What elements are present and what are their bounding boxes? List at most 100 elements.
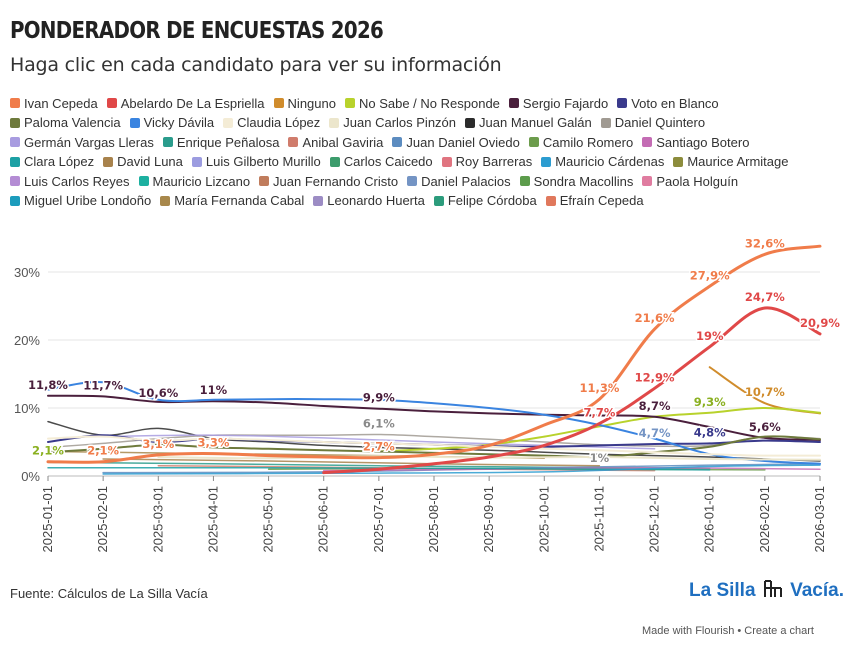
legend-label: Claudia López (237, 115, 321, 130)
legend-item[interactable]: Efraín Cepeda (545, 191, 644, 210)
x-tick-label: 2025-08-01 (426, 486, 441, 553)
legend-item[interactable]: Daniel Palacios (407, 172, 511, 191)
legend-item[interactable]: No Sabe / No Responde (344, 94, 500, 113)
legend-item[interactable]: Luis Carlos Reyes (10, 172, 130, 191)
legend-swatch (10, 137, 20, 147)
legend-swatch (441, 156, 452, 167)
legend-item[interactable]: Santiago Botero (642, 133, 749, 152)
chart-subtitle: Haga clic en cada candidato para ver su … (10, 54, 502, 76)
legend-item[interactable]: Vicky Dávila (129, 113, 214, 132)
data-label: 21,6% (635, 311, 675, 325)
legend-label: Clara López (24, 154, 95, 169)
legend-swatch (329, 156, 340, 167)
legend-item[interactable]: Juan Manuel Galán (465, 113, 592, 132)
x-tick-label: 2025-02-01 (95, 486, 110, 553)
series-line (377, 407, 821, 453)
data-label: 1% (590, 451, 610, 465)
legend: Ivan Cepeda Abelardo De La Espriella Ningu… (10, 93, 840, 210)
legend-item[interactable]: Germán Vargas Lleras (10, 133, 154, 152)
la-silla-vacia-logo[interactable]: La Silla Vacía. (689, 579, 844, 602)
x-tick-label: 2025-10-01 (536, 486, 551, 553)
legend-item[interactable]: Maurice Armitage (673, 152, 788, 171)
legend-swatch (10, 176, 20, 186)
legend-item[interactable]: David Luna (103, 152, 183, 171)
data-label: 9,3% (694, 395, 726, 409)
legend-item[interactable]: Sondra Macollins (519, 172, 633, 191)
legend-label: Miguel Uribe Londoño (24, 193, 152, 208)
legend-swatch (191, 156, 202, 167)
legend-label: Voto en Blanco (631, 95, 719, 111)
legend-swatch (642, 137, 653, 147)
legend-label: María Fernanda Cabal (174, 193, 305, 208)
legend-item[interactable]: Camilo Romero (528, 133, 633, 152)
legend-item[interactable]: Juan Carlos Pinzón (329, 113, 456, 132)
legend-item[interactable]: Paloma Valencia (10, 113, 121, 132)
x-tick-label: 2025-12-01 (647, 486, 662, 553)
legend-label: Efraín Cepeda (559, 193, 644, 208)
legend-item[interactable]: Ivan Cepeda (10, 94, 98, 113)
legend-item[interactable]: Mauricio Lizcano (138, 172, 251, 191)
legend-swatch (392, 137, 403, 147)
series-line (102, 464, 821, 475)
legend-item[interactable]: Carlos Caicedo (329, 152, 433, 171)
legend-swatch (162, 137, 173, 147)
legend-item[interactable]: Luis Gilberto Murillo (191, 152, 321, 171)
legend-item[interactable]: Felipe Córdoba (433, 191, 537, 210)
legend-item[interactable]: Enrique Peñalosa (162, 133, 279, 152)
logo-text-left: La Silla (689, 580, 756, 601)
data-label: 27,9% (690, 268, 730, 282)
legend-label: Luis Carlos Reyes (24, 173, 130, 189)
legend-item[interactable]: Clara López (10, 152, 94, 171)
legend-swatch (160, 195, 171, 206)
x-tick-label: 2025-05-01 (261, 486, 276, 553)
legend-item[interactable]: Voto en Blanco (617, 94, 719, 113)
legend-label: Mauricio Lizcano (152, 173, 251, 189)
legend-label: Felipe Córdoba (447, 193, 537, 208)
data-label: 6,1% (363, 417, 395, 431)
legend-swatch (10, 195, 20, 206)
chart-title: PONDERADOR DE ENCUESTAS 2026 (10, 18, 384, 44)
logo-text-right: Vacía. (790, 580, 844, 601)
series-line (322, 306, 822, 475)
legend-swatch (138, 176, 149, 186)
legend-swatch (313, 195, 324, 206)
legend-item[interactable]: Claudia López (223, 113, 320, 132)
legend-swatch (433, 195, 444, 206)
legend-item[interactable]: María Fernanda Cabal (160, 191, 304, 210)
legend-item[interactable]: Mauricio Cárdenas (541, 152, 664, 171)
legend-item[interactable]: Paola Holguín (642, 172, 738, 191)
source-note: Fuente: Cálculos de La Silla Vacía (10, 586, 208, 601)
data-label: 9,9% (363, 391, 395, 405)
legend-swatch (508, 98, 519, 108)
x-tick-label: 2025-03-01 (150, 486, 165, 553)
legend-swatch (519, 176, 530, 186)
legend-item[interactable]: Miguel Uribe Londoño (10, 191, 151, 210)
legend-item[interactable]: Roy Barreras (441, 152, 532, 171)
legend-item[interactable]: Anibal Gaviria (288, 133, 383, 152)
legend-item[interactable]: Juan Fernando Cristo (259, 172, 398, 191)
flourish-credit[interactable]: Made with Flourish • Create a chart (642, 625, 814, 637)
legend-item[interactable]: Abelardo De La Espriella (106, 94, 265, 113)
legend-swatch (541, 156, 552, 167)
legend-label: Juan Daniel Oviedo (406, 134, 520, 150)
x-tick-label: 2025-07-01 (371, 486, 386, 553)
chair-icon (763, 580, 782, 597)
legend-label: Daniel Quintero (614, 115, 706, 130)
series-line (47, 394, 821, 441)
legend-swatch (465, 117, 476, 128)
legend-item[interactable]: Leonardo Huerta (313, 191, 425, 210)
x-tick-label: 2025-01-01 (40, 486, 55, 553)
legend-item[interactable]: Juan Daniel Oviedo (392, 133, 520, 152)
legend-swatch (288, 137, 299, 147)
legend-item[interactable]: Daniel Quintero (600, 113, 706, 132)
legend-item[interactable]: Sergio Fajardo (508, 94, 608, 113)
legend-swatch (129, 117, 140, 128)
legend-swatch (329, 117, 340, 128)
legend-item[interactable]: Ninguno (273, 94, 336, 113)
data-label: 24,7% (745, 290, 785, 304)
data-label: 19% (696, 329, 724, 343)
data-label: 20,9% (800, 316, 840, 330)
legend-label: Germán Vargas Lleras (24, 134, 154, 150)
data-label: 5,6% (749, 420, 781, 434)
legend-swatch (673, 156, 684, 167)
